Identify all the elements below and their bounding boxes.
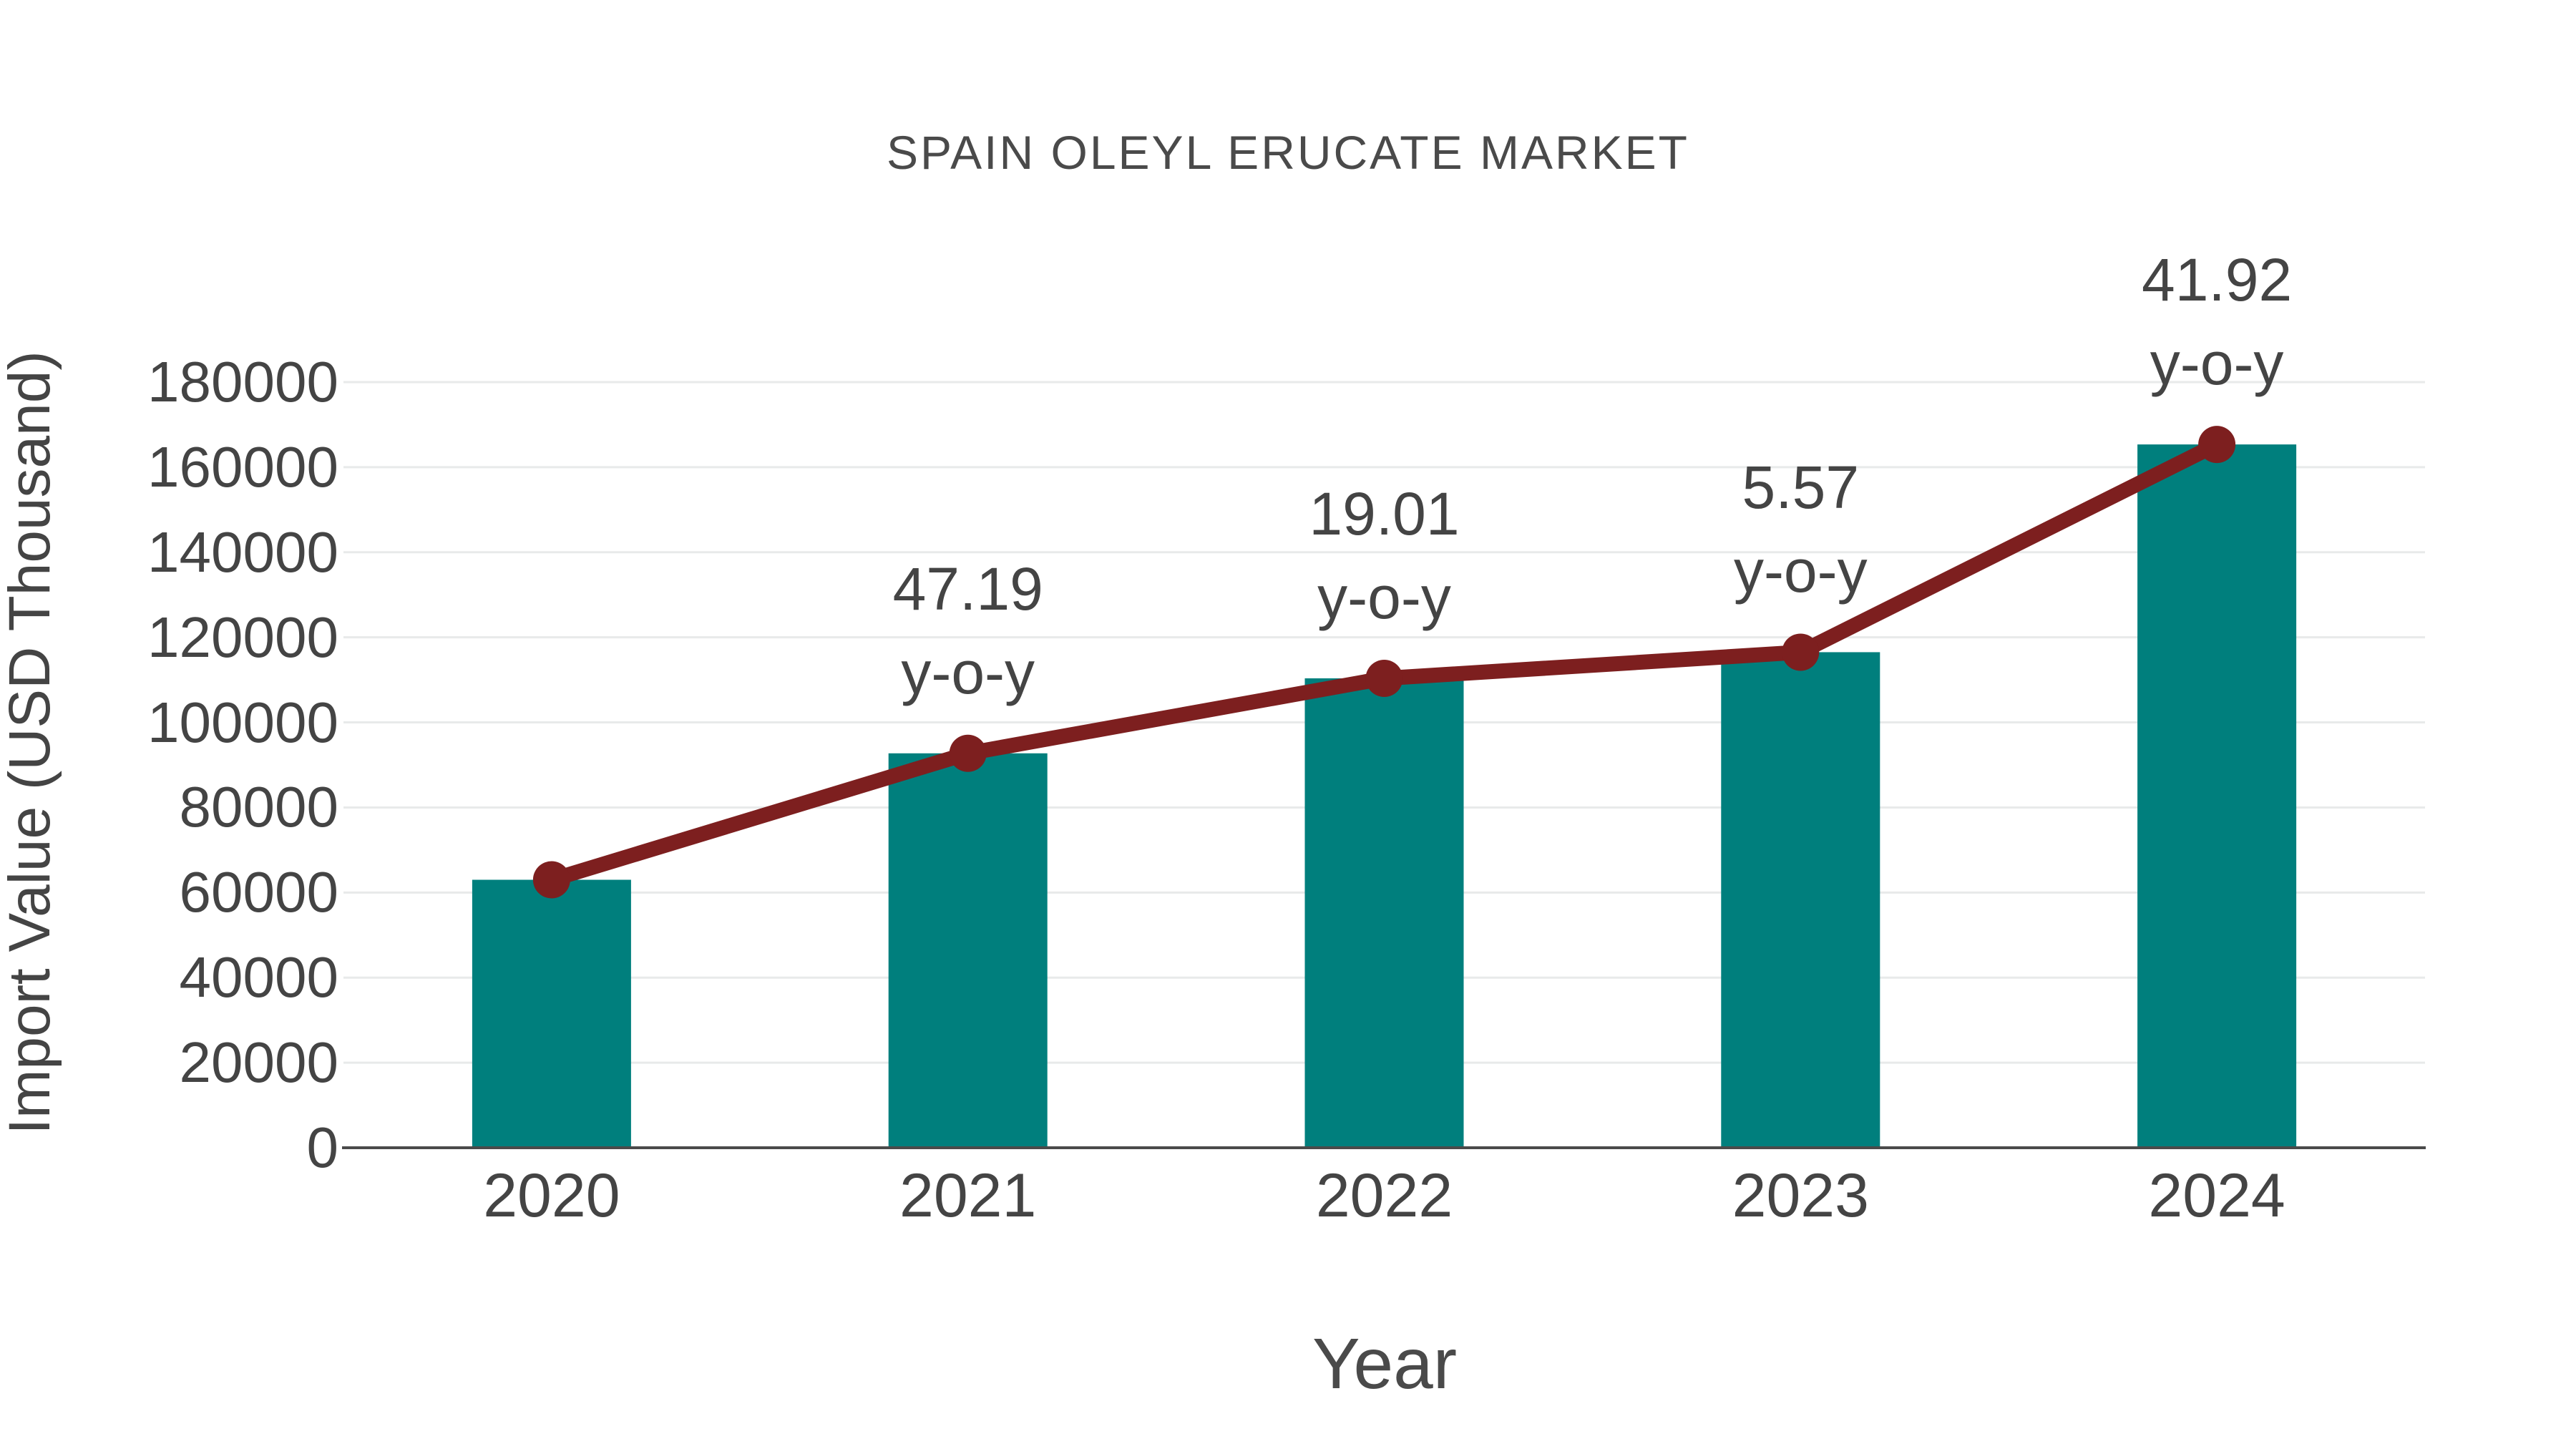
y-tick-label-160000: 160000 bbox=[147, 434, 338, 499]
y-tick-label-40000: 40000 bbox=[179, 945, 338, 1010]
annotation-value-2024: 41.92 bbox=[2141, 246, 2293, 314]
x-axis-title: Year bbox=[1312, 1324, 1458, 1404]
y-tick-label-80000: 80000 bbox=[179, 775, 338, 839]
bar-2022 bbox=[1304, 678, 1464, 1148]
x-tick-label-2020: 2020 bbox=[483, 1161, 620, 1230]
trend-marker-2023 bbox=[1782, 633, 1820, 671]
x-tick-label-2021: 2021 bbox=[899, 1161, 1037, 1230]
y-tick-label-20000: 20000 bbox=[179, 1030, 338, 1095]
y-tick-label-60000: 60000 bbox=[179, 860, 338, 924]
annotation-value-2021: 47.19 bbox=[892, 555, 1043, 623]
bar-2021 bbox=[888, 753, 1048, 1148]
bar-2023 bbox=[1721, 652, 1880, 1148]
trend-marker-2024 bbox=[2198, 426, 2236, 464]
trend-marker-2020 bbox=[532, 861, 570, 899]
x-tick-label-2024: 2024 bbox=[2148, 1161, 2285, 1230]
annotation-value-2023: 5.57 bbox=[1742, 454, 1860, 522]
trend-marker-2021 bbox=[949, 734, 987, 772]
bar-2020 bbox=[472, 879, 631, 1148]
annotation-suffix-2023: y-o-y bbox=[1733, 537, 1868, 605]
y-tick-label-180000: 180000 bbox=[147, 350, 338, 414]
x-tick-label-2023: 2023 bbox=[1732, 1161, 1869, 1230]
annotation-suffix-2024: y-o-y bbox=[2150, 330, 2284, 398]
y-tick-label-0: 0 bbox=[306, 1116, 339, 1179]
x-tick-label-2022: 2022 bbox=[1315, 1161, 1453, 1230]
trend-marker-2022 bbox=[1365, 659, 1403, 697]
y-tick-label-140000: 140000 bbox=[147, 519, 338, 584]
y-tick-label-100000: 100000 bbox=[147, 690, 338, 754]
chart-title: SPAIN OLEYL ERUCATE MARKET bbox=[886, 126, 1689, 179]
y-tick-label-120000: 120000 bbox=[147, 605, 338, 669]
bar-2024 bbox=[2137, 444, 2297, 1148]
annotation-value-2022: 19.01 bbox=[1309, 479, 1460, 547]
annotation-suffix-2022: y-o-y bbox=[1317, 563, 1451, 631]
annotation-suffix-2021: y-o-y bbox=[901, 638, 1035, 706]
